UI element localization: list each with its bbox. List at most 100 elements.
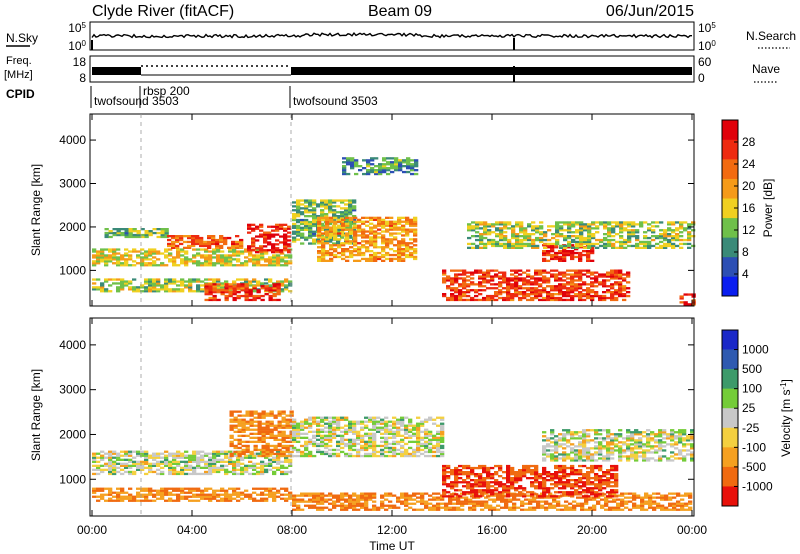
heatmap-cell (200, 460, 205, 463)
heatmap-cell (586, 253, 591, 257)
heatmap-cell (539, 231, 544, 234)
heatmap-cell (124, 258, 129, 261)
heatmap-cell (316, 430, 321, 433)
heatmap-cell (256, 258, 261, 261)
heatmap-cell (562, 279, 567, 282)
heatmap-cell (216, 460, 221, 463)
heatmap-cell (550, 253, 555, 257)
heatmap-cell (466, 477, 471, 480)
heatmap-cell (408, 420, 413, 423)
heatmap-cell (464, 498, 469, 501)
heatmap-cell (632, 492, 637, 495)
heatmap-cell (273, 452, 278, 456)
heatmap-cell (368, 434, 373, 437)
heatmap-cell (603, 244, 608, 248)
heatmap-cell (366, 169, 371, 172)
heatmap-cell (515, 244, 520, 248)
heatmap-cell (320, 502, 325, 505)
heatmap-cell (232, 250, 237, 253)
heatmap-cell (212, 278, 217, 281)
heatmap-cell (603, 221, 608, 224)
heatmap-cell (256, 291, 261, 294)
heatmap-cell (241, 434, 246, 437)
heatmap-cell (124, 284, 129, 287)
heatmap-cell (442, 466, 447, 470)
heatmap-cell (384, 504, 389, 507)
heatmap-cell (263, 237, 268, 240)
heatmap-cell (348, 498, 353, 501)
heatmap-cell (428, 506, 433, 509)
heatmap-cell (542, 279, 547, 282)
heatmap-cell (285, 440, 290, 443)
heatmap-cell (180, 260, 185, 263)
heatmap-cell (324, 430, 329, 433)
heatmap-cell (136, 288, 141, 291)
heatmap-cell (271, 229, 276, 232)
heatmap-cell (360, 436, 365, 439)
heatmap-cell (312, 416, 317, 419)
heatmap-cell (567, 225, 572, 228)
heatmap-cell (317, 220, 322, 223)
heatmap-cell (364, 492, 369, 495)
heatmap-cell (140, 262, 145, 265)
heatmap-cell (424, 442, 429, 446)
heatmap-cell (610, 277, 615, 280)
heatmap-cell (296, 211, 301, 214)
heatmap-cell (348, 234, 353, 237)
heatmap-cell (112, 231, 117, 235)
heatmap-cell (623, 229, 628, 232)
heatmap-cell (136, 233, 141, 237)
heatmap-cell (265, 424, 270, 427)
heatmap-cell (566, 273, 571, 276)
heatmap-cell (567, 244, 572, 248)
heatmap-cell (506, 294, 511, 298)
heatmap-cell (124, 230, 129, 233)
heatmap-cell (336, 217, 341, 220)
heatmap-cell (615, 225, 620, 228)
heatmap-cell (462, 269, 467, 272)
heatmap-cell (487, 233, 492, 236)
heatmap-cell (267, 241, 272, 244)
heatmap-cell (388, 506, 393, 509)
heatmap-cell (454, 483, 459, 486)
heatmap-cell (208, 499, 213, 502)
heatmap-cell (571, 240, 576, 244)
heatmap-cell (256, 256, 261, 259)
heatmap-cell (478, 298, 483, 302)
heatmap-cell (380, 436, 385, 439)
heatmap-cell (244, 250, 249, 253)
heatmap-cell (320, 444, 325, 448)
heatmap-cell (329, 234, 334, 237)
heatmap-cell (356, 502, 361, 505)
heatmap-cell (116, 288, 121, 291)
heatmap-cell (381, 246, 386, 249)
heatmap-cell (495, 242, 500, 246)
heatmap-cell (616, 498, 621, 501)
heatmap-cell (164, 278, 169, 281)
heatmap-cell (570, 279, 575, 282)
heatmap-cell (385, 238, 390, 241)
heatmap-cell (381, 234, 386, 237)
heatmap-cell (534, 485, 539, 488)
heatmap-cell (401, 230, 406, 233)
heatmap-cell (212, 460, 217, 463)
heatmap-cell (532, 496, 537, 499)
heatmap-cell (144, 264, 149, 267)
heatmap-cell (570, 273, 575, 276)
heatmap-cell (284, 489, 289, 492)
heatmap-cell (184, 466, 189, 469)
heatmap-cell (486, 481, 491, 484)
heatmap-cell (241, 448, 246, 452)
heatmap-cell (627, 223, 632, 226)
heatmap-cell (192, 487, 197, 490)
heatmap-cell (454, 281, 459, 284)
heatmap-cell (620, 508, 625, 511)
heatmap-cell (506, 291, 511, 294)
heatmap-cell (562, 294, 567, 298)
heatmap-cell (345, 224, 350, 227)
heatmap-cell (627, 231, 632, 234)
heatmap-cell (656, 506, 661, 509)
heatmap-cell (410, 172, 415, 176)
heatmap-cell (522, 473, 527, 476)
heatmap-cell (353, 220, 358, 223)
